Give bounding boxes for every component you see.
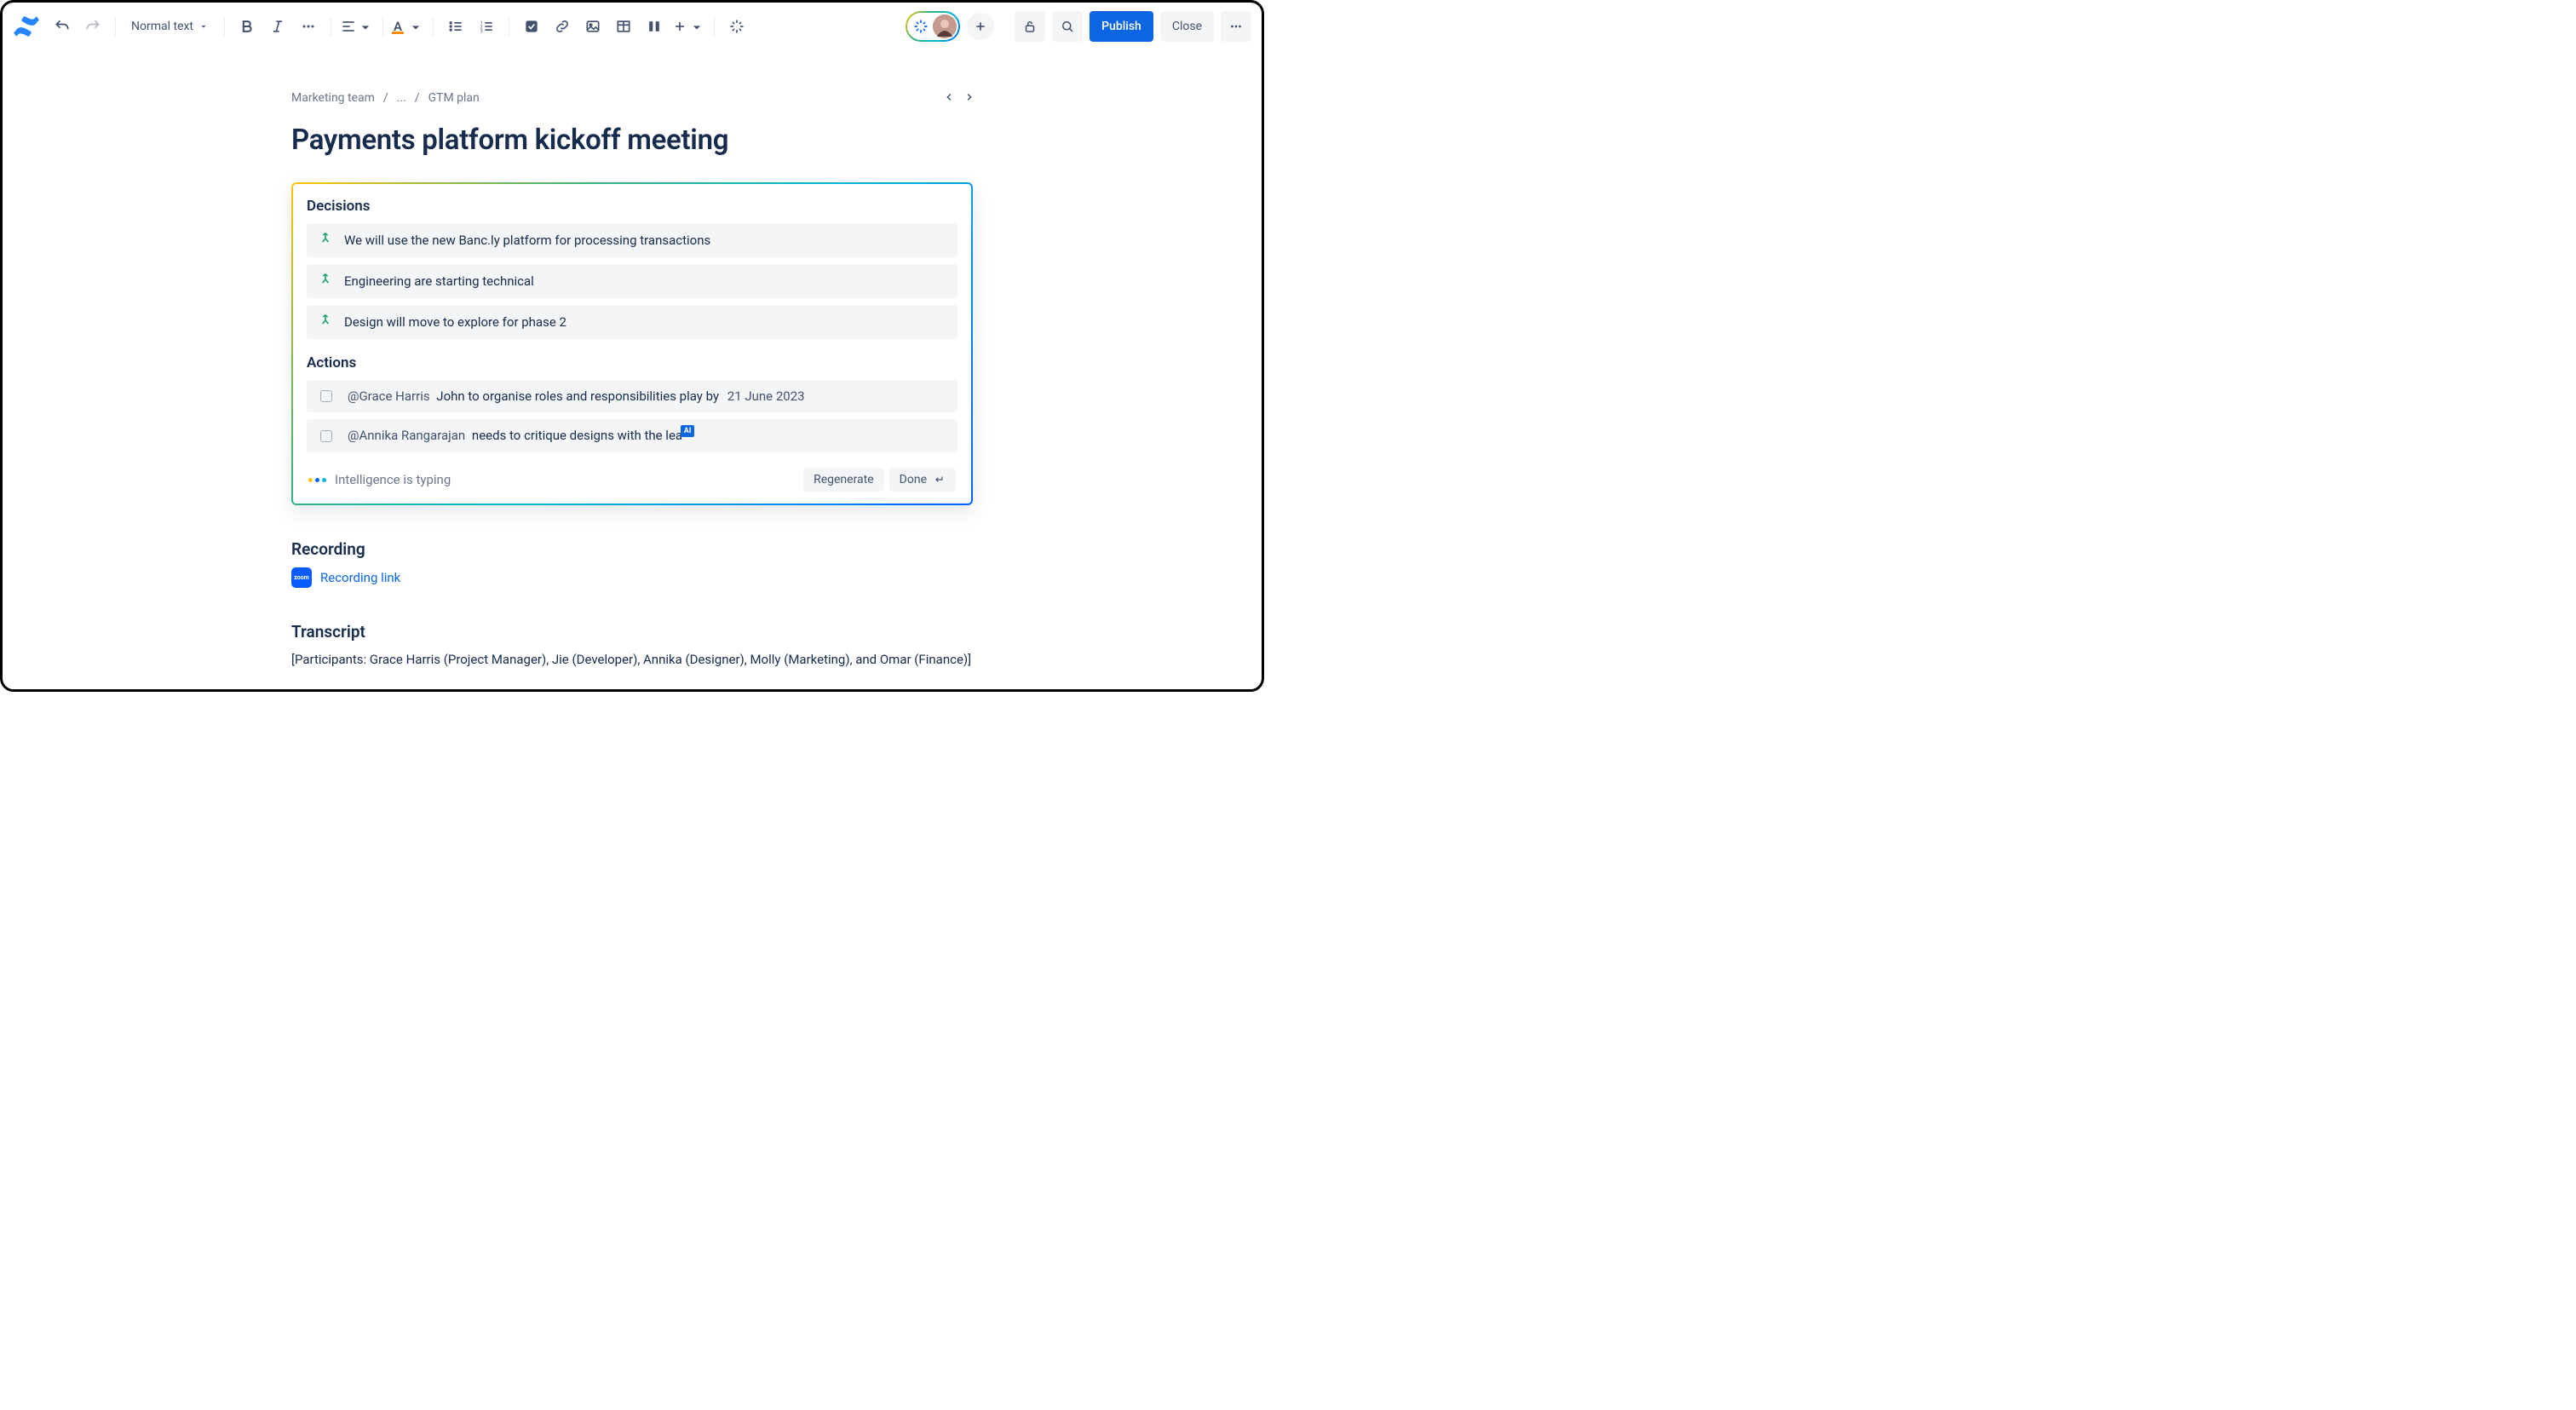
- decisions-heading: Decisions: [307, 198, 957, 215]
- breadcrumb-mid[interactable]: ...: [397, 91, 406, 105]
- image-button[interactable]: [579, 13, 607, 40]
- recording-section: Recording zoom Recording link: [291, 539, 973, 588]
- invite-button[interactable]: [967, 13, 994, 40]
- ai-typing-status: Intelligence is typing: [308, 472, 451, 487]
- breadcrumb: Marketing team / ... / GTM plan: [291, 91, 973, 105]
- close-button[interactable]: Close: [1160, 11, 1214, 42]
- done-button[interactable]: Done: [889, 468, 956, 492]
- redo-button[interactable]: [79, 13, 106, 40]
- done-label: Done: [900, 473, 927, 486]
- breadcrumb-sep: /: [383, 91, 388, 105]
- publish-label: Publish: [1101, 20, 1141, 33]
- decision-item[interactable]: We will use the new Banc.ly platform for…: [307, 223, 957, 257]
- find-button[interactable]: [1052, 11, 1083, 42]
- user-avatar: [933, 14, 957, 38]
- insert-dropdown[interactable]: [671, 13, 705, 40]
- ai-cursor-badge: AI: [681, 425, 694, 437]
- text-color-dropdown[interactable]: A: [392, 13, 424, 40]
- chevron-down-icon: [198, 21, 209, 32]
- bold-button[interactable]: [233, 13, 261, 40]
- regenerate-button[interactable]: Regenerate: [803, 468, 884, 492]
- decision-item[interactable]: Engineering are starting technical: [307, 264, 957, 298]
- action-text: needs to critique designs with the lea: [469, 428, 682, 443]
- enter-icon: [934, 474, 946, 486]
- actions-heading: Actions: [307, 354, 957, 371]
- action-item[interactable]: @Grace Harris John to organise roles and…: [307, 380, 957, 412]
- bullet-list-button[interactable]: [442, 13, 469, 40]
- decision-text: Engineering are starting technical: [344, 273, 534, 289]
- confluence-logo-icon: [13, 13, 40, 40]
- numbered-list-button[interactable]: 123: [473, 13, 500, 40]
- decision-item[interactable]: Design will move to explore for phase 2: [307, 305, 957, 339]
- decision-text: Design will move to explore for phase 2: [344, 314, 566, 330]
- page-title[interactable]: Payments platform kickoff meeting: [291, 124, 973, 157]
- svg-text:3: 3: [480, 30, 483, 35]
- text-style-label: Normal text: [131, 20, 193, 33]
- mention[interactable]: @Annika Rangarajan: [344, 427, 469, 444]
- typing-dots-icon: [308, 478, 326, 482]
- align-dropdown[interactable]: [340, 13, 374, 40]
- action-text: John to organise roles and responsibilit…: [434, 388, 722, 404]
- breadcrumb-sep: /: [415, 91, 420, 105]
- page-content: Marketing team / ... / GTM plan Payments…: [283, 50, 981, 670]
- ai-presence-icon: [909, 14, 933, 38]
- decision-icon: [319, 273, 332, 290]
- more-actions-button[interactable]: [1221, 11, 1251, 42]
- decision-text: We will use the new Banc.ly platform for…: [344, 233, 710, 248]
- close-label: Close: [1172, 20, 1202, 33]
- regenerate-label: Regenerate: [814, 473, 874, 486]
- table-button[interactable]: [610, 13, 637, 40]
- editor-toolbar: Normal text A 123: [3, 3, 1262, 50]
- ai-panel-footer: Intelligence is typing Regenerate Done: [307, 459, 957, 497]
- link-button[interactable]: [549, 13, 576, 40]
- action-item[interactable]: @Annika Rangarajan needs to critique des…: [307, 419, 957, 452]
- publish-button[interactable]: Publish: [1090, 11, 1153, 42]
- checkbox[interactable]: [320, 390, 332, 402]
- action-item-button[interactable]: [518, 13, 545, 40]
- date-chip[interactable]: 21 June 2023: [722, 388, 810, 405]
- transcript-heading: Transcript: [291, 622, 973, 642]
- recording-heading: Recording: [291, 539, 973, 559]
- action-content: @Annika Rangarajan needs to critique des…: [344, 428, 694, 444]
- presence-avatar-stack[interactable]: [906, 11, 960, 42]
- action-content: @Grace Harris John to organise roles and…: [344, 388, 810, 404]
- decision-icon: [319, 232, 332, 249]
- text-style-dropdown[interactable]: Normal text: [124, 13, 216, 40]
- more-formatting-button[interactable]: [295, 13, 322, 40]
- mention[interactable]: @Grace Harris: [344, 388, 434, 405]
- breadcrumb-root[interactable]: Marketing team: [291, 91, 375, 105]
- transcript-section: Transcript [Participants: Grace Harris (…: [291, 622, 973, 670]
- text-color-icon: A: [392, 19, 404, 34]
- checkbox[interactable]: [320, 430, 332, 442]
- undo-button[interactable]: [49, 13, 76, 40]
- ai-sparkle-button[interactable]: [723, 13, 750, 40]
- page-width-toggle[interactable]: [946, 91, 973, 103]
- typing-label: Intelligence is typing: [335, 472, 451, 487]
- decision-icon: [319, 314, 332, 331]
- layouts-button[interactable]: [641, 13, 668, 40]
- restrictions-button[interactable]: [1015, 11, 1045, 42]
- italic-button[interactable]: [264, 13, 291, 40]
- zoom-icon: zoom: [291, 567, 312, 588]
- ai-generated-panel: Decisions We will use the new Banc.ly pl…: [291, 182, 973, 505]
- transcript-body[interactable]: [Participants: Grace Harris (Project Man…: [291, 650, 973, 670]
- breadcrumb-leaf[interactable]: GTM plan: [428, 91, 480, 105]
- recording-link[interactable]: Recording link: [320, 570, 400, 585]
